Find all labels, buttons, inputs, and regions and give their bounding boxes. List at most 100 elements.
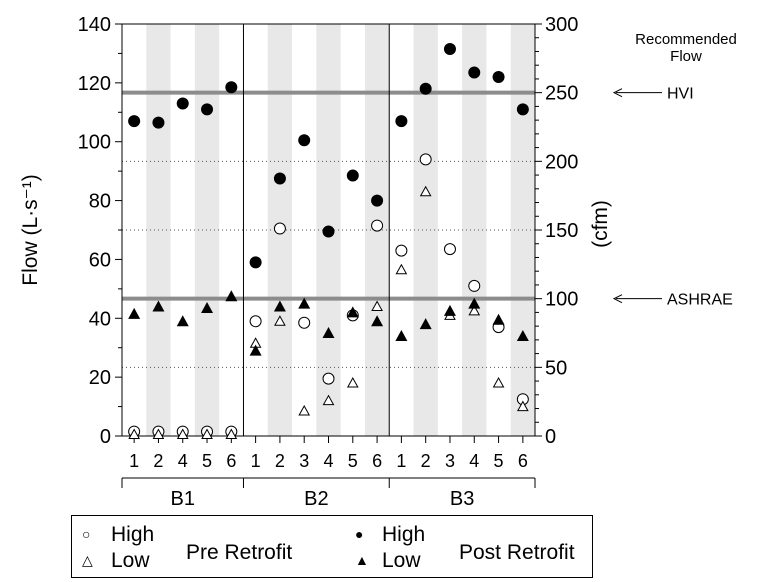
post_low-point [225,290,238,302]
series-post_low [128,290,529,356]
post_high-point [395,115,408,128]
post_high-point [322,225,335,238]
legend-pre-retrofit-label: Pre Retrofit [186,541,293,564]
left-tick-label: 0 [100,426,111,448]
right-tick-label: 150 [545,220,578,242]
reference-lines [122,90,535,301]
column-shading [146,24,535,436]
house-label: 4 [469,451,479,471]
pre_low-point [152,428,165,440]
post_high-point [225,81,238,94]
post_low-point [201,301,214,313]
pre_high-point [443,243,456,256]
pre_low-point [176,428,189,440]
house-label: 5 [202,451,212,471]
pre_low-point [201,428,213,440]
data-points [128,43,529,440]
post_high-point [346,169,359,182]
reference-title-line-1: Recommended [635,31,737,48]
post_high-point [443,43,456,56]
group-label-b1: B1 [171,488,195,510]
house-label: 1 [396,451,406,471]
post_high-point [419,82,432,95]
grid-lines [122,160,535,368]
post_high-point [516,103,529,116]
house-label: 2 [153,451,163,471]
post_high-point [176,97,189,110]
post_high-point [128,115,141,128]
y-axis-label-left: Flow (L·s⁻¹) [19,174,42,285]
post_high-point [152,116,165,129]
pre_high-point [419,153,432,166]
house-label: 3 [299,451,309,471]
right-tick-label: 300 [545,14,578,36]
y-axis-label-right: (cfm) [589,200,612,248]
house-label: 2 [275,451,285,471]
post_low-point [128,307,141,319]
reference-label-ashrae: ASHRAE [667,292,733,309]
legend-pre-high-label: High [111,523,155,546]
series-pre_high [128,153,529,438]
group-dividers [242,24,390,436]
house-label: 6 [518,451,528,471]
bottom-axis: 1 2 4 5 6 1 2 3 4 5 6 1 2 3 4 5 6B1 B2 B3 [121,436,536,510]
pre_low-point [346,376,359,388]
post_high-point [371,194,384,207]
left-tick-label: 80 [89,191,111,213]
post_high-point [201,103,214,116]
pre_high-point [371,219,384,232]
post_low-point [322,327,335,338]
post_high-point [249,256,262,269]
house-label: 6 [372,451,382,471]
reference-label-hvi: HVI [667,86,694,103]
right-tick-label: 250 [545,83,578,105]
post_low-point [516,329,529,341]
house-label: 1 [251,451,261,471]
arrow-left-icon [612,294,623,304]
legend-post-low-label: Low [382,549,421,572]
post_high-point [492,70,505,83]
pre_low-point [225,428,238,440]
post_low-point [249,344,262,356]
house-label: 4 [178,451,188,471]
legend-post-retrofit-label: Post Retrofit [459,541,575,564]
house-label: 2 [421,451,431,471]
legend: ○ High △ Low Pre Retrofit ● High ▲ Low P… [71,515,593,578]
left-tick-label: 60 [89,249,111,271]
pre_low-point [371,300,383,312]
post_low-point [443,304,456,316]
reference-title-line-2: Flow [670,48,702,65]
house-label: 1 [129,451,139,471]
post_low-point [273,300,286,312]
post_low-point [419,318,432,330]
right-axis: 0 50 100 150 200 250 300 [535,14,578,448]
open-triangle-icon: △ [82,552,93,568]
post_low-point [395,329,408,341]
post_low-point [346,306,359,318]
pre_high-point [273,222,286,235]
post_low-point [492,313,505,325]
right-tick-label: 100 [545,289,578,311]
left-tick-label: 20 [89,367,111,389]
post_low-point [152,300,165,312]
post_high-point [468,66,481,79]
left-tick-label: 40 [89,308,111,330]
post_low-point [176,315,189,327]
pre_low-point [322,394,335,406]
house-label: 6 [226,451,236,471]
house-label: 5 [494,451,504,471]
arrow-left-icon [612,88,623,98]
left-axis: 0 20 40 60 80 100 120 140 [78,14,122,448]
pre_low-point [468,304,481,316]
group-label-b2: B2 [304,488,328,510]
pre_high-point [249,315,262,328]
right-tick-label: 200 [545,151,578,173]
left-tick-label: 140 [78,14,111,36]
pre_high-point [395,244,408,257]
pre_low-point [395,263,408,275]
post_high-point [273,172,286,185]
filled-triangle-icon: ▲ [355,552,369,568]
house-label: 5 [348,451,358,471]
